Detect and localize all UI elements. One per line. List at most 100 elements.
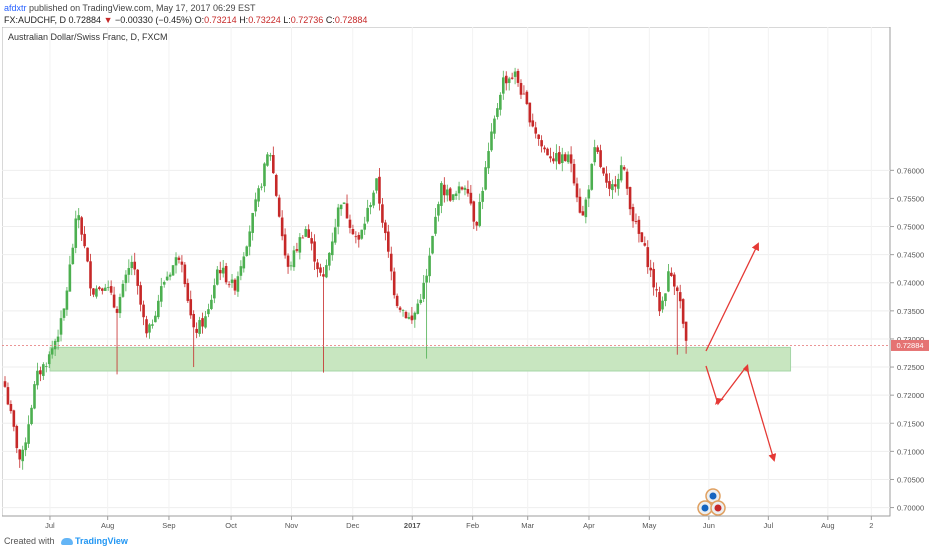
chart-title: Australian Dollar/Swiss Franc, D, FXCM — [8, 32, 168, 42]
candle-body — [180, 261, 184, 265]
x-tick-label: Sep — [162, 521, 175, 530]
candle-body — [313, 241, 316, 262]
candle-body — [295, 249, 299, 251]
candle-body — [616, 178, 620, 189]
candle-body — [425, 275, 428, 283]
candle-body — [413, 312, 417, 320]
candle-body — [431, 235, 434, 254]
candle-body — [543, 147, 546, 150]
high-label: H: — [239, 15, 249, 25]
candle-body — [348, 219, 352, 228]
candle-body — [186, 283, 190, 301]
candle-body — [366, 207, 369, 222]
candle-body — [260, 186, 263, 188]
tradingview-brand[interactable]: TradingView — [75, 536, 128, 546]
candle-body — [419, 299, 423, 303]
candle-body — [634, 221, 638, 223]
candle-body — [239, 266, 243, 276]
footer: Created with TradingView — [4, 536, 128, 546]
candle-body — [670, 272, 673, 276]
change-value: −0.00330 (−0.45%) — [115, 15, 193, 25]
price-axis[interactable]: 0.76000 0.75500 0.75000 0.74500 0.74000 0.735… — [890, 166, 924, 513]
publisher-username[interactable]: afdxtr — [4, 3, 27, 13]
candle-body — [387, 231, 390, 252]
candle-body — [457, 186, 461, 194]
candle-body — [599, 150, 602, 167]
candle-body — [581, 211, 585, 216]
candle-body — [363, 223, 367, 230]
open-label: O: — [194, 15, 205, 25]
candle-body — [569, 154, 573, 164]
candle-body — [254, 199, 257, 212]
symbol-info: FX:AUDCHF, D 0.72884 ▼ −0.00330 (−0.45%)… — [4, 15, 367, 25]
candle-body — [652, 268, 655, 288]
candle-body — [118, 296, 122, 314]
candle-body — [68, 264, 72, 292]
time-axis[interactable]: Jul Aug Sep Oct Nov Dec 2017 Feb Mar Apr May Jun Jul… — [2, 515, 890, 530]
candle-body — [201, 318, 204, 327]
candle-body — [372, 192, 375, 206]
candle-body — [59, 318, 63, 335]
candle-body — [56, 336, 60, 342]
candle-body — [516, 70, 520, 83]
candle-body — [242, 256, 246, 269]
event-icons[interactable] — [697, 488, 726, 516]
candle-body — [560, 154, 564, 164]
candle-body — [100, 288, 104, 291]
candle-body — [434, 216, 437, 234]
candle-body — [381, 204, 384, 223]
candle-body — [552, 158, 555, 162]
candle-body — [15, 426, 19, 449]
candle-body — [136, 269, 139, 286]
candle-body — [572, 163, 576, 184]
candle-body — [3, 381, 7, 387]
candle-body — [684, 321, 688, 341]
candle-body — [525, 91, 529, 104]
candle-body — [336, 207, 340, 227]
candle-body — [248, 231, 252, 247]
chart-container[interactable]: 0.76000 0.75500 0.75000 0.74500 0.74000 0.735… — [1, 26, 930, 535]
candle-body — [207, 309, 210, 315]
candle-body — [658, 292, 661, 312]
candle-body — [198, 320, 201, 334]
price-chart[interactable]: 0.76000 0.75500 0.75000 0.74500 0.74000 0.735… — [1, 26, 930, 535]
candle-body — [145, 319, 148, 334]
x-tick-label: Aug — [101, 521, 114, 530]
candle-body — [257, 188, 260, 202]
candle-body — [127, 268, 131, 275]
candle-body — [655, 289, 658, 291]
x-tick-label: Aug — [821, 521, 834, 530]
candle-body — [437, 204, 440, 216]
candle-body — [154, 315, 157, 323]
candle-body — [6, 387, 10, 405]
candle-body — [593, 147, 596, 163]
x-tick-label: Jul — [764, 521, 774, 530]
candle-body — [389, 253, 393, 272]
candle-body — [646, 247, 650, 268]
candle-body — [316, 262, 319, 270]
candle-body — [487, 151, 490, 169]
candle-body — [298, 237, 302, 253]
candle-body — [18, 449, 22, 460]
candle-body — [30, 407, 33, 425]
candle-body — [463, 187, 467, 190]
candle-body — [289, 265, 293, 267]
x-tick-label: Jun — [703, 521, 715, 530]
candle-body — [416, 303, 420, 314]
candle-body — [490, 131, 493, 151]
candle-body — [98, 287, 101, 290]
candle-body — [304, 229, 308, 237]
candle-body — [210, 299, 213, 309]
candle-body — [183, 264, 187, 285]
candle-body — [189, 299, 193, 316]
candle-body — [12, 410, 16, 427]
candle-body — [472, 201, 476, 222]
candle-body — [286, 255, 290, 267]
candle-body — [92, 288, 95, 295]
candle-body — [115, 308, 119, 313]
candle-body — [454, 193, 458, 196]
candle-body — [171, 265, 175, 276]
candle-body — [481, 190, 484, 202]
candle-body — [215, 269, 219, 285]
candle-body — [36, 370, 39, 386]
